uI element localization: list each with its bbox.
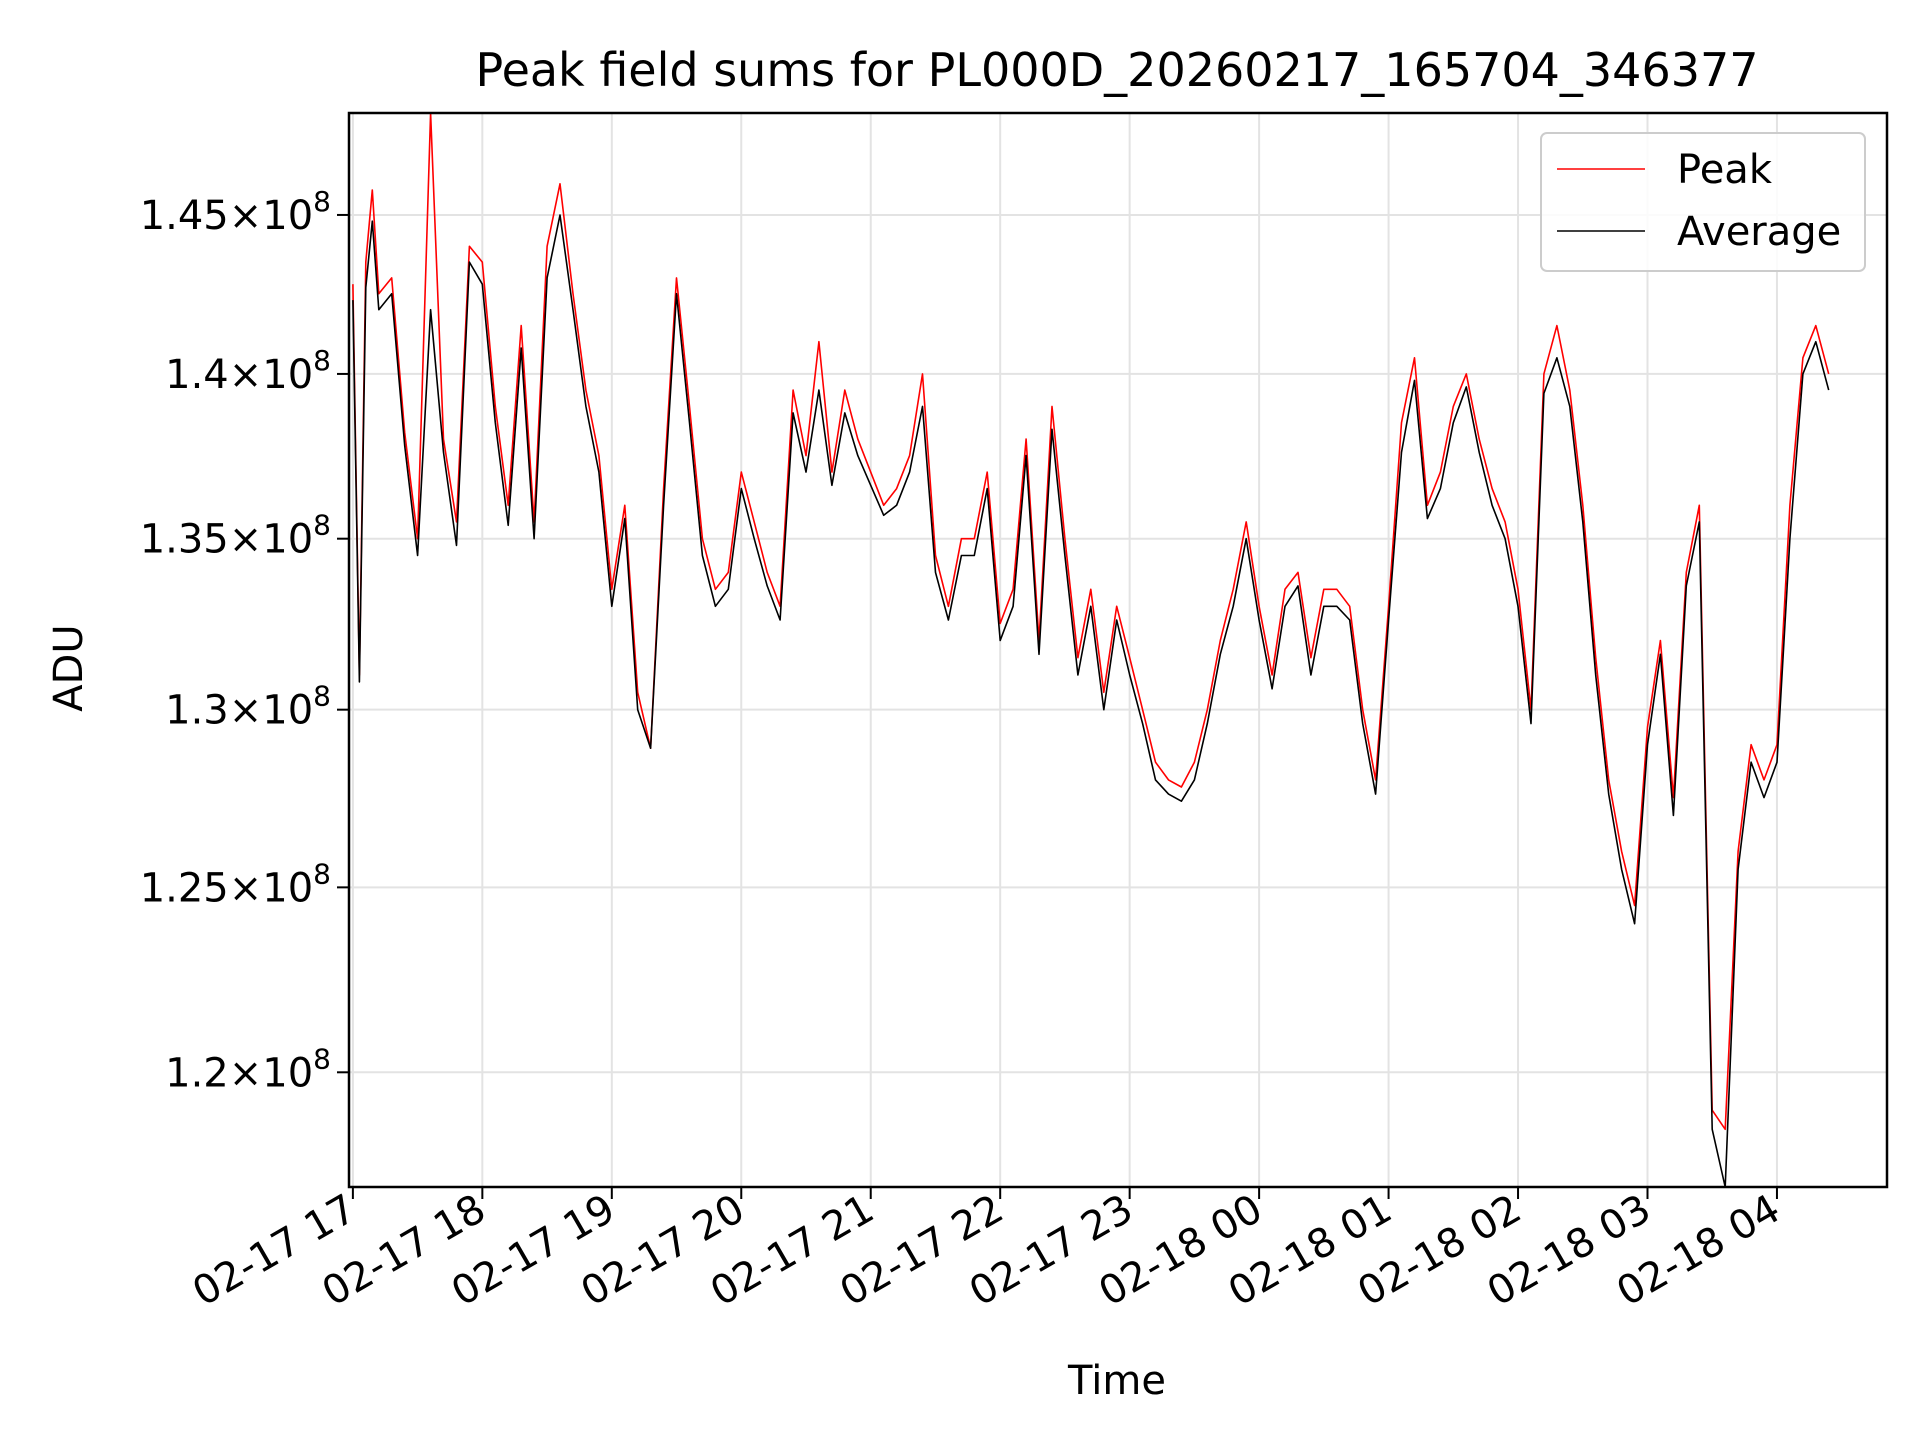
y-axis-label: ADU [46, 624, 92, 711]
legend-box [1540, 132, 1866, 272]
series-line-peak [352, 112, 1830, 1131]
chart-title: Peak field sums for PL000D_20260217_1657… [475, 43, 1758, 97]
legend: Peak Average [1540, 132, 1866, 272]
y-axis: 1.2×108 1.25×108 1.3×108 1.35×108 1.4×108 1.4… [140, 185, 349, 1096]
legend-average-label: Average [1677, 209, 1841, 255]
legend-peak-label: Peak [1677, 147, 1773, 193]
y-tick-label: 1.4×108 [165, 344, 331, 398]
plot-area-frame [347, 111, 1889, 1189]
series-line-average [352, 214, 1830, 1188]
y-tick-label: 1.25×108 [140, 857, 331, 911]
y-tick-label: 1.45×108 [140, 185, 331, 239]
y-tick-label: 1.35×108 [140, 509, 331, 563]
y-tick-label: 1.3×108 [165, 680, 331, 734]
y-tick-label: 1.2×108 [165, 1042, 331, 1096]
series-lines [352, 112, 1830, 1188]
x-axis-label: Time [1067, 1358, 1166, 1404]
